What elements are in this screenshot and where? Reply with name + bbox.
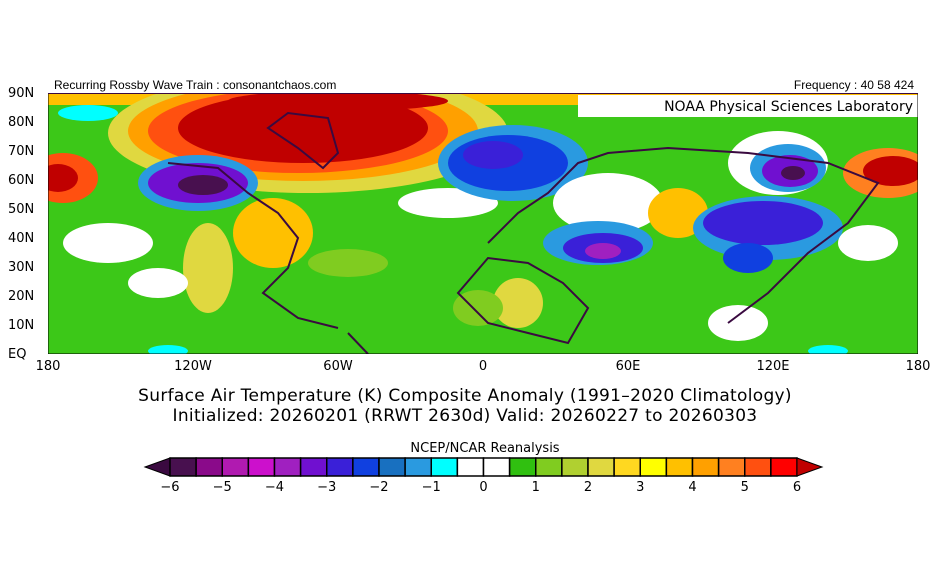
lab-label: NOAA Physical Sciences Laboratory xyxy=(664,99,913,115)
colorbar-label: 1 xyxy=(531,480,540,495)
temperature-anomaly-map: NOAA Physical Sciences Laboratory xyxy=(48,93,918,354)
lon-tick: 0 xyxy=(478,359,488,374)
colorbar-swatch xyxy=(482,457,511,477)
colorbar-label: −5 xyxy=(212,480,232,495)
colorbar-over-triangle xyxy=(796,457,824,477)
lat-tick: 30N xyxy=(8,260,35,275)
colorbar-swatch xyxy=(508,457,537,477)
colorbar-label: 5 xyxy=(740,480,749,495)
colorbar-swatch xyxy=(326,457,354,477)
colorbar-swatch xyxy=(299,457,328,477)
lat-tick: 60N xyxy=(8,173,35,188)
coastlines xyxy=(167,111,880,354)
colorbar-swatch xyxy=(744,457,772,477)
colorbar-swatch xyxy=(639,457,668,477)
colorbar-label: −3 xyxy=(317,480,337,495)
colorbar-swatch xyxy=(456,457,485,477)
colorbar-swatch xyxy=(561,457,589,477)
colorbar-swatch xyxy=(221,457,250,477)
map-title: Surface Air Temperature (K) Composite An… xyxy=(138,386,792,406)
colorbar-label: −4 xyxy=(264,480,285,495)
lat-tick: EQ xyxy=(8,347,27,362)
lon-tick: 180 xyxy=(905,359,930,374)
lon-tick: 60E xyxy=(615,359,641,374)
lat-tick: 50N xyxy=(8,202,35,217)
colorbar-swatch xyxy=(404,457,432,477)
colorbar-swatch xyxy=(535,457,563,477)
colorbar-swatch xyxy=(613,457,641,477)
colorbar-label: −1 xyxy=(421,480,441,495)
colorbar-swatch xyxy=(430,457,459,477)
colorbar-label: −2 xyxy=(369,480,389,495)
colorbar-swatch xyxy=(665,457,694,477)
lat-tick: 70N xyxy=(8,144,35,159)
lat-tick: 20N xyxy=(8,289,35,304)
lab-label-box xyxy=(578,95,918,117)
colorbar-swatch xyxy=(273,457,302,477)
lon-tick: 180 xyxy=(35,359,61,374)
colorbar-swatch xyxy=(247,457,276,477)
colorbar-swatch xyxy=(169,457,197,477)
colorbar-swatch xyxy=(691,457,720,477)
lon-tick: 120E xyxy=(756,359,790,374)
colorbar-swatch xyxy=(352,457,380,477)
colorbar-label: 6 xyxy=(792,480,802,495)
lat-tick: 40N xyxy=(8,231,35,246)
colorbar-label: 3 xyxy=(636,480,645,495)
map-subtitle: Initialized: 20260201 (RRWT 2630d) Valid… xyxy=(172,406,758,426)
colorbar-swatch xyxy=(587,457,615,477)
lat-tick: 90N xyxy=(8,86,35,101)
lat-tick: 80N xyxy=(8,115,35,130)
lon-tick: 60W xyxy=(323,359,353,374)
colorbar-swatch xyxy=(195,457,223,477)
lon-tick: 120W xyxy=(174,359,212,374)
colorbar-label: −6 xyxy=(160,480,180,495)
colorbar-under-triangle xyxy=(143,457,171,477)
colorbar-swatch xyxy=(378,457,406,477)
source-credit: Recurring Rossby Wave Train : consonantc… xyxy=(54,78,337,92)
colorbar-label: 4 xyxy=(688,480,697,495)
colorbar-swatch xyxy=(717,457,746,477)
colorbar-title: NCEP/NCAR Reanalysis xyxy=(410,441,560,456)
colorbar xyxy=(143,457,824,477)
colorbar-swatch xyxy=(770,457,798,477)
colorbar-label: 2 xyxy=(583,480,593,495)
frequency-label: Frequency : 40 58 424 xyxy=(793,78,914,92)
lat-tick: 10N xyxy=(8,318,35,333)
colorbar-label: 0 xyxy=(479,480,488,495)
